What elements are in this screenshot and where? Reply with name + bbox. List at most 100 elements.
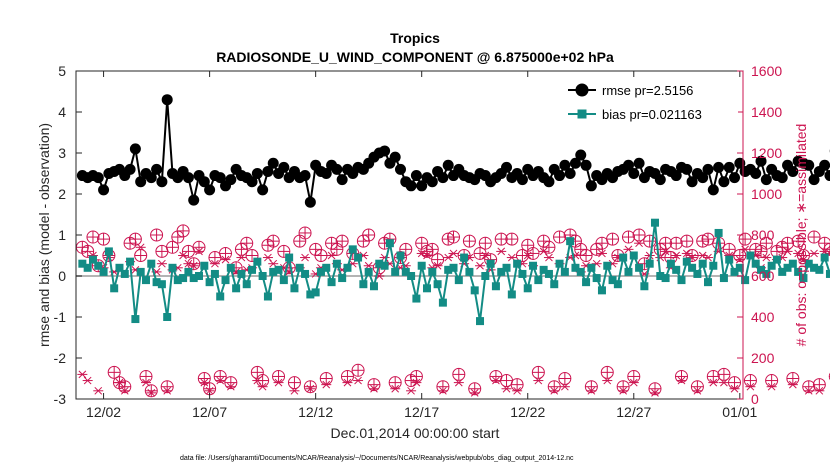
obs-possible-point xyxy=(579,249,593,262)
obs-possible-point xyxy=(203,382,217,396)
bias-point xyxy=(719,274,728,283)
rmse-point xyxy=(686,176,698,188)
asterisk-d2 xyxy=(661,247,670,256)
legend-bias-marker xyxy=(577,109,587,119)
obs-assimilated-point xyxy=(305,384,316,393)
rmse-point xyxy=(750,168,762,179)
bias-point xyxy=(688,263,697,272)
rmse-point xyxy=(320,168,332,179)
asterisk-d2 xyxy=(200,378,209,387)
asterisk-d2 xyxy=(698,251,707,260)
obs-possible-point xyxy=(505,232,519,246)
obs-assimilated-point xyxy=(512,386,523,395)
asterisk-d2 xyxy=(481,251,490,260)
obs-assimilated-point xyxy=(82,376,93,385)
asterisk-d2 xyxy=(78,370,87,379)
bias-point xyxy=(682,257,691,266)
obs-assimilated-point xyxy=(178,251,189,260)
asterisk-d2 xyxy=(523,251,532,260)
y-axis-left: -3 -2 -1 0 1 2 3 4 5 xyxy=(54,63,82,407)
obs-assimilated-point xyxy=(538,247,549,256)
asterisk-d2 xyxy=(762,253,771,262)
x-tick-label: 12/22 xyxy=(510,404,545,420)
obs-assimilated-point xyxy=(199,378,210,387)
rmse-point xyxy=(808,174,820,186)
bias-point xyxy=(544,269,553,278)
bias-point xyxy=(136,267,145,276)
asterisk-d2 xyxy=(423,251,431,260)
obs-possible-point xyxy=(521,238,535,252)
bias-point xyxy=(438,298,447,307)
obs-assimilated-point xyxy=(321,380,332,389)
x-tick-label: 12/07 xyxy=(192,404,227,420)
rmse-point xyxy=(331,163,343,175)
obs-possible-point xyxy=(134,249,148,262)
bias-point xyxy=(799,274,808,283)
obs-assimilated-point xyxy=(252,376,263,385)
y-right-tick-label: 1200 xyxy=(751,145,782,161)
bias-point xyxy=(327,278,336,287)
bias-point xyxy=(99,267,108,276)
obs-assimilated-point xyxy=(634,239,645,248)
obs-possible-point xyxy=(722,242,736,256)
obs-assimilated-point xyxy=(156,259,167,268)
obs-possible-point xyxy=(388,376,402,390)
rmse-point xyxy=(182,172,194,184)
asterisk-d2 xyxy=(672,251,681,260)
asterisk-d2 xyxy=(211,259,219,268)
asterisk-d2 xyxy=(221,255,230,264)
obs-assimilated-point xyxy=(766,382,777,391)
obs-possible-point xyxy=(150,228,164,242)
obs-possible-point xyxy=(728,376,742,390)
asterisk-d2 xyxy=(407,386,415,395)
obs-possible-point xyxy=(340,369,354,383)
asterisk-d2 xyxy=(454,378,463,387)
bias-point xyxy=(645,259,654,268)
asterisk-d2 xyxy=(179,251,187,260)
bias-point xyxy=(359,280,368,289)
rmse-point xyxy=(92,172,104,184)
bias-point xyxy=(237,269,246,278)
rmse-point xyxy=(410,170,422,182)
obs-possible-point xyxy=(643,234,657,248)
obs-possible-point xyxy=(272,369,286,383)
obs-assimilated-point xyxy=(559,382,570,391)
bias-point xyxy=(576,267,585,276)
bias-point xyxy=(322,263,331,272)
asterisk-d2 xyxy=(550,386,559,395)
y-axis-right: 0 200 400 600 800 1000 1200 1400 1600 xyxy=(737,63,782,407)
obs-possible-point xyxy=(738,232,752,246)
obs-possible-point xyxy=(303,380,317,394)
obs-assimilated-point xyxy=(119,386,130,395)
bias-point xyxy=(746,251,755,260)
asterisk-d2 xyxy=(513,386,521,395)
bias-point xyxy=(666,259,675,268)
bias-point xyxy=(110,284,119,293)
bias-point xyxy=(735,263,744,272)
asterisk-d2 xyxy=(629,378,638,387)
obs-assimilated-point xyxy=(793,249,804,258)
obs-possible-point xyxy=(298,226,312,240)
obs-possible-point xyxy=(351,363,365,377)
obs-assimilated-point xyxy=(194,247,205,256)
rmse-point xyxy=(516,174,528,186)
obs-possible-point xyxy=(314,249,328,262)
y-left-tick-label: 5 xyxy=(58,63,66,79)
obs-possible-point xyxy=(250,365,264,379)
bias-point xyxy=(141,276,150,285)
obs-possible-point xyxy=(807,230,821,244)
rmse-point xyxy=(654,174,666,186)
obs-assimilated-point xyxy=(543,253,554,262)
obs-assimilated-point xyxy=(676,376,687,385)
asterisk-d2 xyxy=(560,382,569,391)
bias-point xyxy=(825,269,830,278)
asterisk-d2 xyxy=(587,386,596,395)
obs-possible-point xyxy=(648,382,662,396)
rmse-point xyxy=(670,170,682,182)
bias-point xyxy=(820,253,829,262)
bias-point xyxy=(385,239,394,248)
obs-possible-point xyxy=(600,365,614,379)
bias-point xyxy=(571,263,580,272)
obs-possible-point xyxy=(176,224,190,238)
bias-point xyxy=(253,257,262,266)
